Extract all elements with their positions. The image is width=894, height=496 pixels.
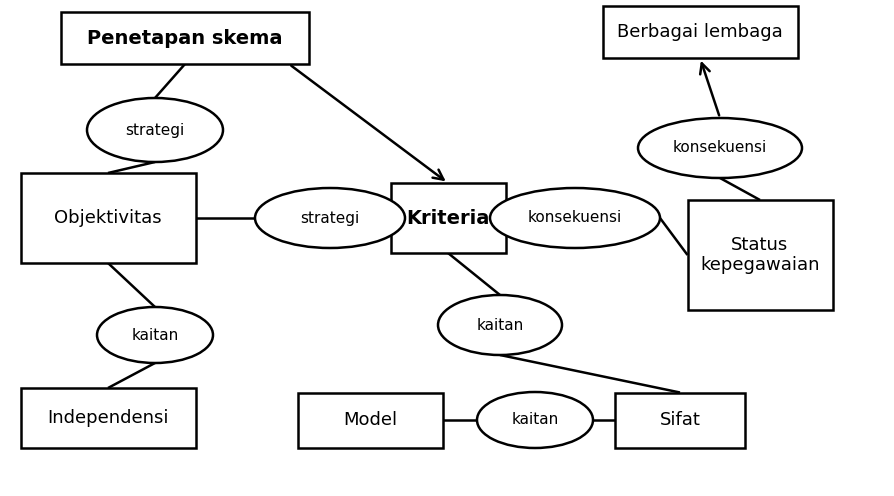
Bar — [391, 183, 505, 253]
Bar — [603, 6, 797, 58]
Bar — [21, 173, 196, 263]
Ellipse shape — [255, 188, 405, 248]
Text: konsekuensi: konsekuensi — [673, 140, 767, 156]
Text: kaitan: kaitan — [131, 327, 179, 343]
Text: strategi: strategi — [125, 123, 185, 137]
Text: strategi: strategi — [300, 210, 359, 226]
Text: konsekuensi: konsekuensi — [527, 210, 622, 226]
Bar — [615, 392, 745, 447]
Ellipse shape — [97, 307, 213, 363]
Ellipse shape — [477, 392, 593, 448]
Ellipse shape — [638, 118, 802, 178]
Text: kaitan: kaitan — [511, 413, 559, 428]
Text: kaitan: kaitan — [477, 317, 524, 332]
Bar — [687, 200, 832, 310]
Text: Sifat: Sifat — [660, 411, 700, 429]
Text: Independensi: Independensi — [47, 409, 169, 427]
Bar — [298, 392, 443, 447]
Text: Kriteria: Kriteria — [406, 208, 490, 228]
Ellipse shape — [490, 188, 660, 248]
Bar — [61, 12, 309, 64]
Ellipse shape — [87, 98, 223, 162]
Text: Berbagai lembaga: Berbagai lembaga — [617, 23, 783, 41]
Text: Objektivitas: Objektivitas — [55, 209, 162, 227]
Text: Model: Model — [343, 411, 397, 429]
Bar — [21, 388, 196, 448]
Text: Penetapan skema: Penetapan skema — [88, 28, 283, 48]
Text: Status
kepegawaian: Status kepegawaian — [700, 236, 820, 274]
Ellipse shape — [438, 295, 562, 355]
